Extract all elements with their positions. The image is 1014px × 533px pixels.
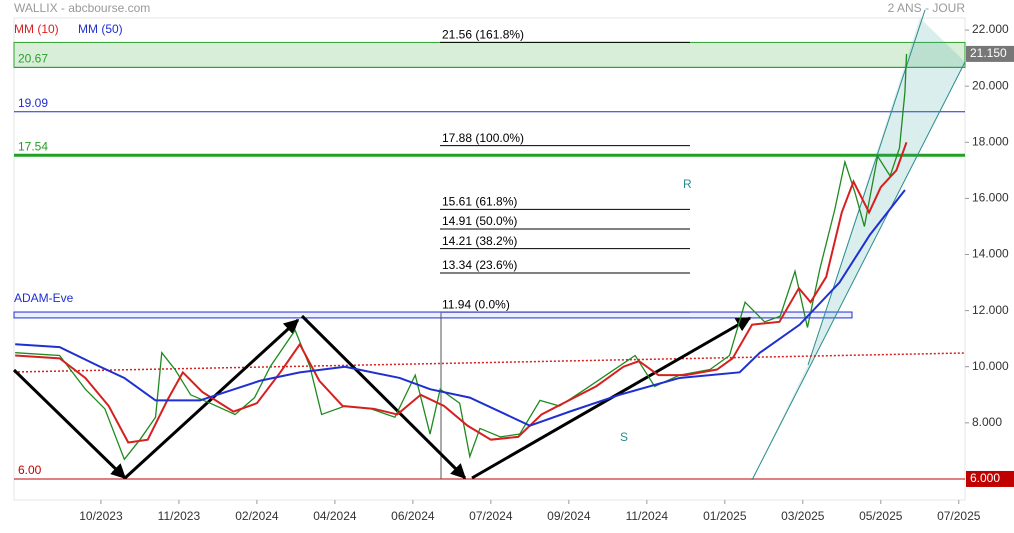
wave-arrows xyxy=(12,314,752,480)
y-tick-label: 18.000 xyxy=(972,134,1009,148)
level-label: 6.00 xyxy=(18,463,42,477)
chart-title: WALLIX - abcbourse.com xyxy=(14,1,150,15)
plot-frame xyxy=(13,17,966,501)
x-tick-label: 11/2024 xyxy=(626,509,669,523)
fib-label: 11.94 (0.0%) xyxy=(442,297,510,311)
x-tick-label: 07/2024 xyxy=(469,509,513,523)
fib-label: 17.88 (100.0%) xyxy=(442,131,524,145)
fib-label: 15.61 (61.8%) xyxy=(442,195,517,209)
level-label: 17.54 xyxy=(18,139,48,153)
x-tick-label: 10/2023 xyxy=(79,509,123,523)
fib-label: 21.56 (161.8%) xyxy=(442,28,524,42)
foreground-layer: MM (10) MM (50) 21.150 6.000 xyxy=(14,22,1014,487)
y-tick-label: 20.000 xyxy=(972,78,1009,92)
y-tick-label: 12.000 xyxy=(972,303,1009,317)
legend-entry: MM (50) xyxy=(78,22,123,36)
background-layer: 8.000 10.000 12.000 14.000 16.000 18.000 20.00… xyxy=(13,22,1009,523)
y-tick-label: 16.000 xyxy=(972,191,1009,205)
moving-average xyxy=(15,189,906,427)
price-line xyxy=(15,53,908,461)
arrow xyxy=(123,318,300,480)
fib-label: 14.21 (38.2%) xyxy=(442,234,517,248)
x-tick-label: 03/2025 xyxy=(781,509,825,523)
arrow xyxy=(12,368,127,480)
trend-line xyxy=(13,352,966,373)
zone xyxy=(13,41,966,68)
x-tick-label: 11/2023 xyxy=(158,509,201,523)
x-tick-label: 01/2025 xyxy=(703,509,747,523)
price-marker-label: 6.000 xyxy=(970,471,1000,485)
x-tick-label: 04/2024 xyxy=(313,509,357,523)
annotation: R xyxy=(683,177,692,191)
price-marker-label: 21.150 xyxy=(970,46,1007,60)
price-marker xyxy=(966,470,1014,487)
fib-label: 14.91 (50.0%) xyxy=(442,214,517,228)
annotation: S xyxy=(620,430,628,444)
arrow xyxy=(300,314,467,480)
y-tick-label: 10.000 xyxy=(972,359,1009,373)
band-label: ADAM-Eve xyxy=(14,291,74,305)
fib-label: 13.34 (23.6%) xyxy=(442,258,517,272)
y-tick-label: 22.000 xyxy=(972,22,1009,36)
x-tick-label: 05/2025 xyxy=(859,509,903,523)
x-tick-label: 06/2024 xyxy=(391,509,435,523)
channel-line xyxy=(751,61,966,481)
x-tick-label: 09/2024 xyxy=(547,509,591,523)
band xyxy=(13,311,853,319)
channel-fill xyxy=(752,18,965,480)
price-marker xyxy=(966,45,1014,62)
level-label: 20.67 xyxy=(18,52,48,66)
y-tick-label: 8.000 xyxy=(972,415,1002,429)
chart-subtitle: 2 ANS - JOUR xyxy=(888,1,966,15)
moving-average xyxy=(15,141,908,444)
legend-entry: MM (10) xyxy=(14,22,59,36)
x-tick-label: 02/2024 xyxy=(235,509,279,523)
level-label: 19.09 xyxy=(18,96,48,110)
y-tick-label: 14.000 xyxy=(972,247,1009,261)
x-tick-label: 07/2025 xyxy=(937,509,981,523)
